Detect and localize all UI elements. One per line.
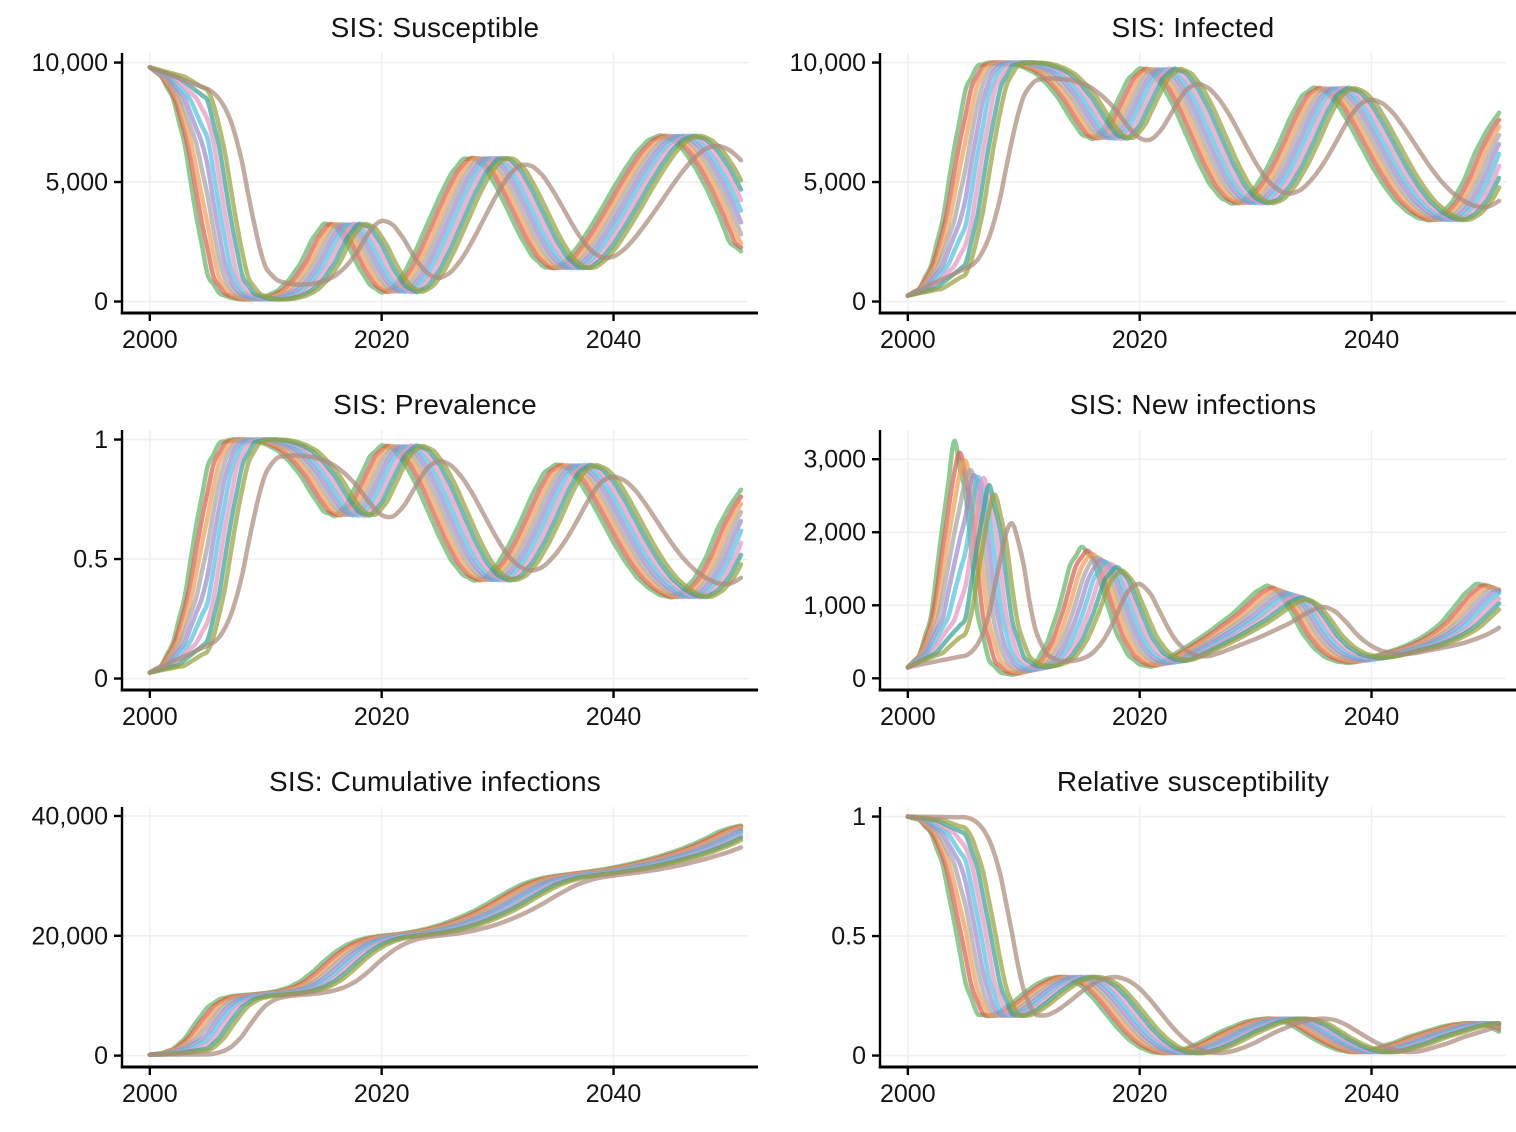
x-tick-label: 2020 xyxy=(1112,703,1168,731)
series-line-run-pink xyxy=(147,437,744,675)
chart-svg-infected: 0 5,000 10,000 2000 2020 2040 xyxy=(790,49,1516,354)
y-tick-label: 40,000 xyxy=(32,802,108,830)
x-tick-label: 2000 xyxy=(880,703,936,731)
x-tick-label: 2020 xyxy=(1112,1080,1168,1108)
x-tick-label: 2040 xyxy=(586,1080,642,1108)
series-line-run-teal xyxy=(905,60,1502,298)
x-tick-label: 2000 xyxy=(122,326,178,354)
chart-svg-cumulative-infections: 0 20,000 40,000 2000 2020 2040 xyxy=(32,802,758,1108)
series-line-run-brown xyxy=(905,814,1502,1056)
series-line-run-brown xyxy=(147,453,744,675)
y-tick-label: 0 xyxy=(94,288,108,316)
x-tick-label: 2040 xyxy=(586,326,642,354)
chart-title-prevalence: SIS: Prevalence xyxy=(333,389,537,420)
chart-title-new-infections: SIS: New infections xyxy=(1069,389,1317,420)
x-tick-label: 2020 xyxy=(354,1080,410,1108)
series-line-run-pink xyxy=(147,65,744,302)
y-tick-label: 1,000 xyxy=(803,592,866,620)
x-tick-label: 2040 xyxy=(1344,326,1400,354)
x-tick-label: 2040 xyxy=(586,703,642,731)
y-tick-label: 1 xyxy=(852,803,866,831)
chart-svg-prevalence: 0 0.5 1 2000 2020 2040 xyxy=(73,426,758,731)
chart-title-relative-susceptibility: Relative susceptibility xyxy=(1056,766,1330,797)
x-tick-label: 2020 xyxy=(1112,326,1168,354)
series-line-run-olive xyxy=(905,60,1502,298)
chart-title-susceptible: SIS: Susceptible xyxy=(330,12,540,43)
panel-relative-susceptibility: Relative susceptibility 0 0.5 1 2000 2020 204… xyxy=(758,754,1516,1132)
x-tick-label: 2040 xyxy=(1344,1080,1400,1108)
y-tick-label: 2,000 xyxy=(803,519,866,547)
y-tick-label: 20,000 xyxy=(32,922,108,950)
panel-cumulative-infections: SIS: Cumulative infections 0 20,000 40,000… xyxy=(0,754,758,1132)
y-tick-label: 5,000 xyxy=(45,169,108,197)
y-tick-label: 0 xyxy=(852,1042,866,1070)
panel-new-infections: SIS: New infections 0 1,000 2,000 3,000 2000… xyxy=(758,377,1516,754)
series-line-run-olive xyxy=(147,437,744,675)
chart-svg-new-infections: 0 1,000 2,000 3,000 2000 2020 2040 xyxy=(803,430,1516,731)
series-line-run-olive xyxy=(147,65,744,302)
x-tick-label: 2000 xyxy=(880,326,936,354)
chart-svg-susceptible: 0 5,000 10,000 2000 2020 2040 xyxy=(32,49,758,354)
series-line-run-brown xyxy=(147,65,744,287)
panel-prevalence: SIS: Prevalence 0 0.5 1 2000 2020 2040 xyxy=(0,377,758,754)
y-tick-label: 0.5 xyxy=(73,546,108,574)
y-tick-label: 0 xyxy=(852,288,866,316)
chart-title-infected: SIS: Infected xyxy=(1111,12,1275,43)
y-tick-label: 3,000 xyxy=(803,446,866,474)
chart-title-cumulative-infections: SIS: Cumulative infections xyxy=(268,766,601,797)
y-tick-label: 10,000 xyxy=(32,49,108,77)
y-tick-label: 1 xyxy=(94,426,108,454)
y-tick-label: 10,000 xyxy=(790,49,866,77)
series-line-run-teal xyxy=(147,65,744,302)
panel-susceptible: SIS: Susceptible 0 5,000 10,000 2000 2020 204… xyxy=(0,0,758,377)
series-line-run-pink xyxy=(905,60,1502,298)
y-tick-label: 0.5 xyxy=(831,923,866,951)
x-tick-label: 2000 xyxy=(880,1080,936,1108)
series-line-run-brown xyxy=(905,521,1502,670)
series-line-run-brown xyxy=(905,76,1502,298)
chart-svg-relative-susceptibility: 0 0.5 1 2000 2020 2040 xyxy=(831,803,1516,1108)
x-tick-label: 2000 xyxy=(122,703,178,731)
x-tick-label: 2000 xyxy=(122,1080,178,1108)
x-tick-label: 2040 xyxy=(1344,703,1400,731)
y-tick-label: 0 xyxy=(852,665,866,693)
x-tick-label: 2020 xyxy=(354,326,410,354)
y-tick-label: 5,000 xyxy=(803,169,866,197)
series-line-run-teal xyxy=(147,437,744,675)
series-line-run-brown xyxy=(147,845,744,1057)
y-tick-label: 0 xyxy=(94,665,108,693)
x-tick-label: 2020 xyxy=(354,703,410,731)
panel-infected: SIS: Infected 0 5,000 10,000 2000 2020 2040 xyxy=(758,0,1516,377)
y-tick-label: 0 xyxy=(94,1042,108,1070)
